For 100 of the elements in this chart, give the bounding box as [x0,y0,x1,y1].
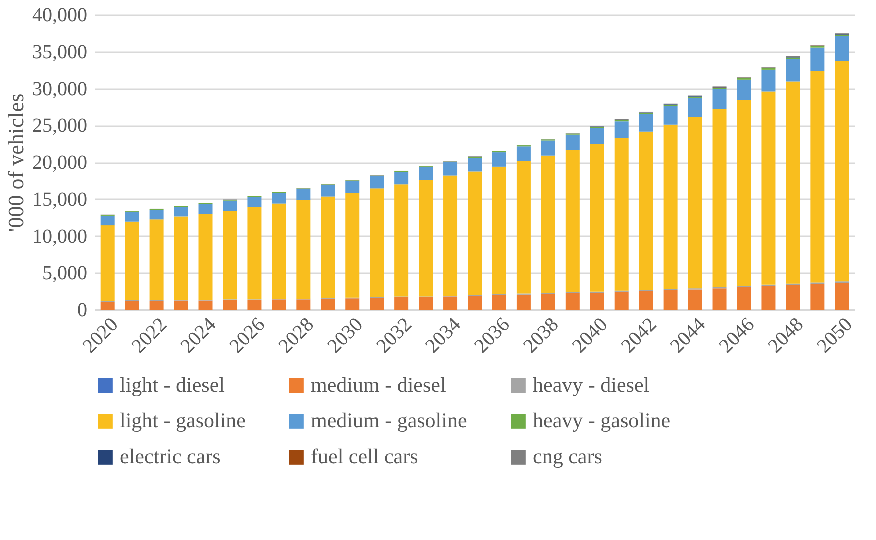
bar [198,214,213,300]
legend-label: medium - diesel [311,372,446,397]
bar [566,293,580,310]
bar [321,196,336,298]
y-tick-label: 5,000 [42,262,88,285]
bar [762,92,776,285]
bar [664,106,678,125]
bar [346,181,360,194]
bar [590,128,604,144]
bar [198,204,213,214]
bar [492,295,506,310]
bar [174,216,188,300]
bar [150,210,164,220]
bar [810,48,825,72]
bar [786,82,800,284]
legend-label: heavy - diesel [533,372,650,397]
bar [541,294,556,310]
bar [664,290,678,310]
bar [174,207,188,217]
bar [198,300,213,310]
bar [444,176,458,296]
bar [248,300,262,310]
bar [296,189,311,200]
bar [762,286,776,310]
bar [321,298,336,310]
bar [394,297,409,310]
bar [370,298,384,310]
y-tick-label: 15,000 [32,188,88,211]
bar [321,185,336,197]
bar [541,140,556,156]
bar [248,197,262,208]
bar [272,300,286,310]
bar [296,200,311,299]
bar [444,296,458,310]
bar [762,70,776,92]
legend-label: light - gasoline [120,408,246,432]
bar [370,188,384,298]
y-tick-label: 40,000 [32,4,88,26]
bar [370,176,384,189]
bar [639,132,654,290]
bar [786,285,800,310]
bar [150,301,164,310]
bar [419,167,434,180]
bar [712,89,727,110]
y-tick-label: 35,000 [32,41,88,64]
bar [394,172,409,185]
bar [810,284,825,310]
bar [100,302,115,310]
legend-label: light - diesel [120,372,226,397]
bar [223,200,238,212]
bar [150,220,164,300]
bar [444,162,458,176]
bar [272,193,286,204]
bar [125,301,140,310]
bar [614,122,629,139]
y-axis-title: '000 of vehicles [4,94,28,232]
bar [100,226,115,302]
bar [394,184,409,297]
legend-label: heavy - gasoline [533,408,671,432]
bar [516,146,531,162]
bar [100,216,115,226]
legend-label: electric cars [120,444,221,468]
bar [492,166,506,294]
bar [419,297,434,310]
legend-label: cng cars [533,444,602,468]
bar [664,124,678,289]
bar [346,298,360,310]
y-tick-label: 0 [78,300,88,322]
y-tick-label: 10,000 [32,226,88,248]
bar [835,36,850,62]
bar [272,204,286,299]
bar [248,207,262,300]
bar [688,290,702,310]
bar [223,211,238,300]
bar [810,71,825,283]
bar [346,193,360,298]
bar [516,161,531,294]
y-tick-label: 30,000 [32,78,88,100]
bar [468,158,482,172]
bar [590,293,604,310]
bar [737,80,752,101]
bar [296,300,311,310]
bar [223,300,238,310]
bar [639,291,654,310]
bar [566,150,580,292]
bar [737,100,752,286]
bar [712,109,727,288]
bar [712,288,727,310]
legend-label: medium - gasoline [311,408,468,432]
bar [688,118,702,289]
bar [125,212,140,222]
bar [786,59,800,82]
bar [541,156,556,294]
y-tick-label: 25,000 [32,115,88,138]
bar [566,134,580,150]
bar [688,98,702,118]
legend-label: fuel cell cars [311,444,418,468]
bar [125,222,140,300]
bar [590,144,604,292]
bar [835,283,850,310]
